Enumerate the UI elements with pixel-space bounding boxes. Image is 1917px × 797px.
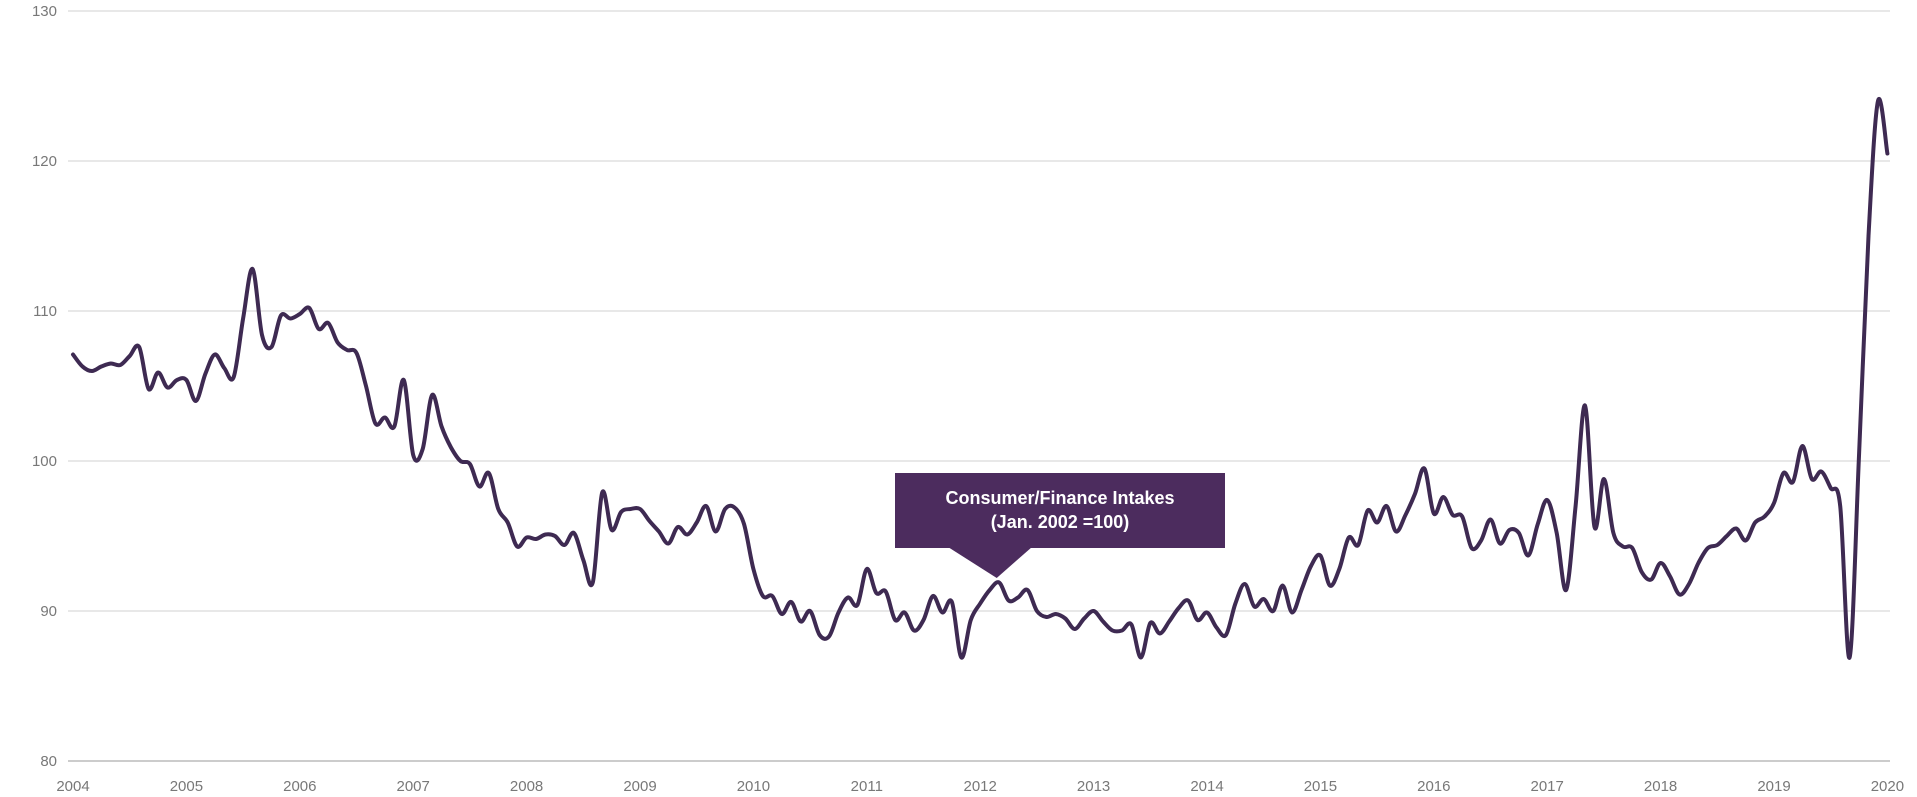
x-tick-label: 2011: [851, 778, 883, 795]
y-tick-label: 80: [40, 753, 57, 770]
x-tick-label: 2020: [1871, 778, 1904, 795]
x-tick-label: 2013: [1077, 778, 1110, 795]
x-tick-label: 2018: [1644, 778, 1677, 795]
x-tick-label: 2017: [1531, 778, 1564, 795]
x-tick-label: 2014: [1190, 778, 1223, 795]
x-tick-label: 2007: [397, 778, 430, 795]
annotation-subtitle: (Jan. 2002 =100): [990, 512, 1130, 532]
x-tick-label: 2004: [56, 778, 89, 795]
x-tick-label: 2005: [170, 778, 203, 795]
x-tick-label: 2015: [1304, 778, 1337, 795]
x-tick-label: 2008: [510, 778, 543, 795]
y-tick-label: 90: [40, 603, 57, 620]
annotation-title: Consumer/Finance Intakes: [945, 488, 1175, 508]
x-tick-label: 2019: [1757, 778, 1790, 795]
series-line: [71, 96, 1890, 660]
x-tick-label: 2010: [737, 778, 770, 795]
x-tick-label: 2012: [964, 778, 997, 795]
y-tick-label: 110: [33, 303, 57, 320]
y-tick-label: 100: [32, 453, 57, 470]
y-tick-label: 130: [32, 3, 57, 20]
annotation-callout: Consumer/Finance Intakes (Jan. 2002 =100…: [895, 473, 1225, 548]
y-tick-label: 120: [32, 153, 57, 170]
x-tick-label: 2006: [283, 778, 316, 795]
x-tick-label: 2016: [1417, 778, 1450, 795]
x-tick-label: 2009: [623, 778, 656, 795]
